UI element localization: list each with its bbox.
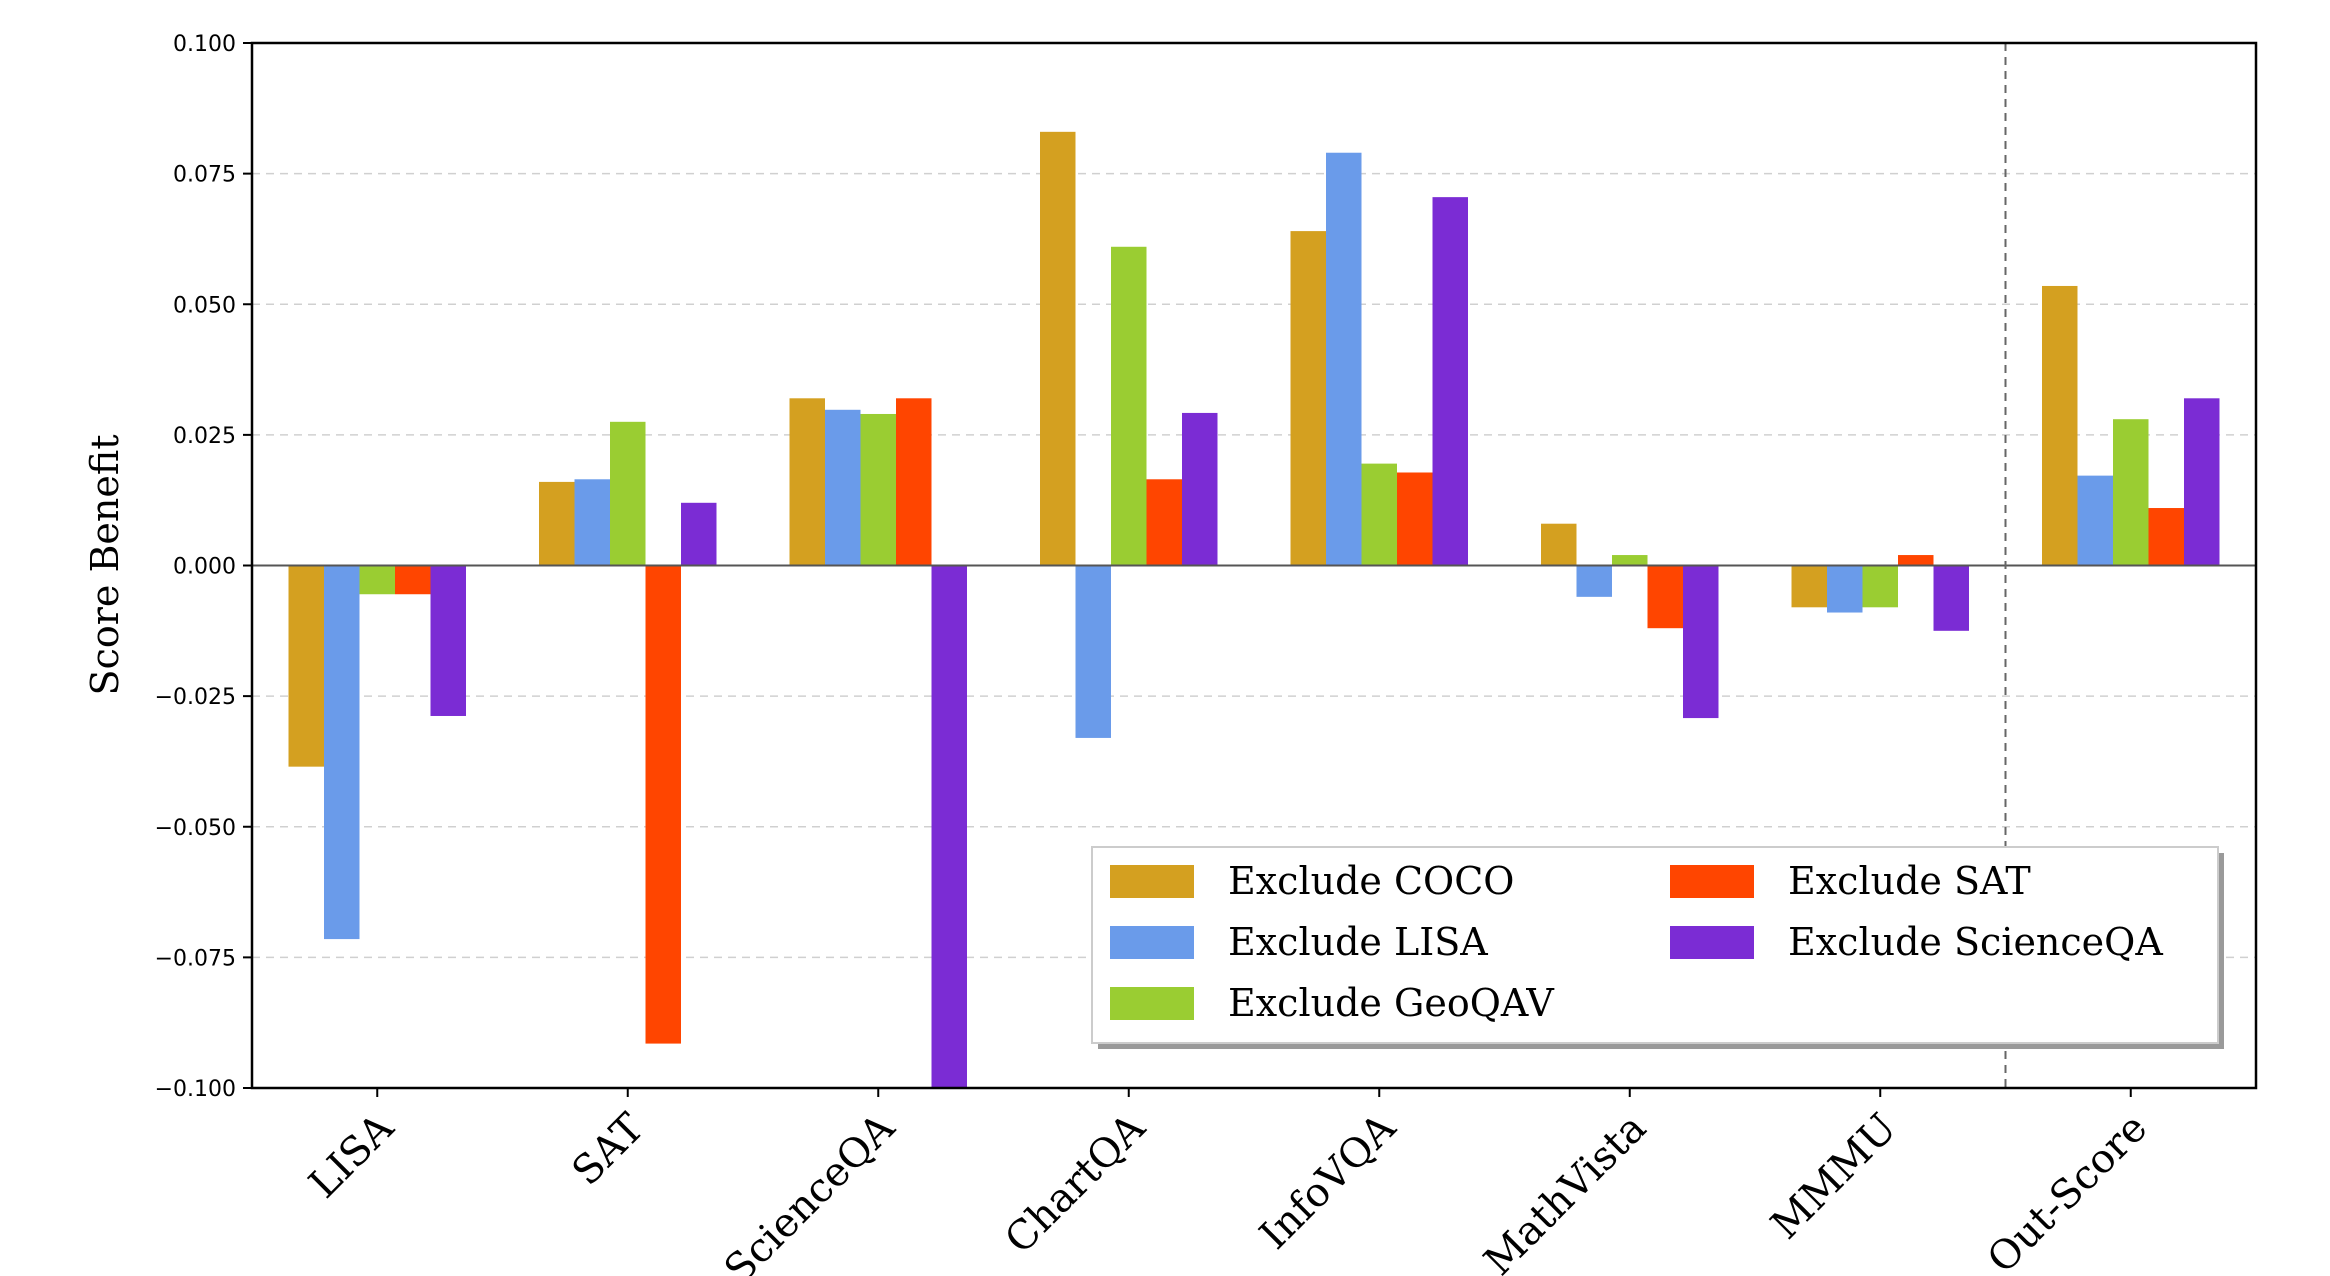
bar-scienceqa-exclude-coco xyxy=(789,398,825,566)
legend-label: Exclude ScienceQA xyxy=(1788,920,2163,964)
y-tick-label: −0.025 xyxy=(155,685,236,710)
bar-out-score-exclude-coco xyxy=(2042,285,2078,566)
bar-out-score-exclude-geoqav xyxy=(2113,419,2149,566)
bar-sat-exclude-scienceqa xyxy=(681,502,717,566)
bar-infovqa-exclude-lisa xyxy=(1326,152,1362,566)
y-tick-label: 0.075 xyxy=(173,163,236,188)
x-tick-label: InfoVQA xyxy=(1251,1104,1405,1258)
legend-label: Exclude GeoQAV xyxy=(1228,981,1554,1025)
bar-mathvista-exclude-lisa xyxy=(1576,565,1612,597)
y-tick-label: −0.075 xyxy=(155,946,236,971)
bar-mathvista-exclude-scienceqa xyxy=(1683,565,1719,719)
bar-mathvista-exclude-sat xyxy=(1647,565,1683,629)
bar-out-score-exclude-lisa xyxy=(2077,475,2113,566)
x-tick-label: Out-Score xyxy=(1979,1105,2156,1276)
bar-chartqa-exclude-lisa xyxy=(1075,565,1111,738)
y-tick-label: 0.050 xyxy=(173,293,236,318)
bar-scienceqa-exclude-lisa xyxy=(825,409,861,566)
bar-lisa-exclude-sat xyxy=(395,565,431,595)
legend: Exclude COCO Exclude LISA Exclude GeoQAV Ex… xyxy=(1091,846,2224,1049)
bar-mmmu-exclude-sat xyxy=(1898,555,1934,566)
bar-scienceqa-exclude-scienceqa xyxy=(931,565,967,1088)
bar-chartqa-exclude-scienceqa xyxy=(1182,412,1218,566)
x-axis: LISA SAT ScienceQA ChartQA InfoVQA MathVista M… xyxy=(300,1088,2156,1276)
bar-sat-exclude-sat xyxy=(645,565,681,1044)
bar-infovqa-exclude-scienceqa xyxy=(1432,197,1468,566)
bar-lisa-exclude-lisa xyxy=(324,565,360,940)
bar-mmmu-exclude-coco xyxy=(1791,565,1827,608)
y-tick-label: 0.025 xyxy=(173,424,236,449)
bar-lisa-exclude-scienceqa xyxy=(430,565,466,716)
legend-box xyxy=(1091,846,2219,1044)
legend-label: Exclude LISA xyxy=(1228,920,1488,964)
bar-out-score-exclude-scienceqa xyxy=(2184,398,2220,566)
bar-mathvista-exclude-coco xyxy=(1541,523,1577,566)
legend-label: Exclude COCO xyxy=(1228,859,1514,903)
x-tick-label: SAT xyxy=(564,1105,654,1195)
bars-layer xyxy=(288,131,2220,1088)
bar-out-score-exclude-sat xyxy=(2148,508,2184,566)
bar-sat-exclude-lisa xyxy=(574,479,610,566)
legend-swatch xyxy=(1670,926,1754,959)
x-tick-label: ScienceQA xyxy=(716,1104,905,1276)
x-tick-label: ChartQA xyxy=(996,1104,1155,1263)
bar-infovqa-exclude-coco xyxy=(1290,231,1326,566)
legend-swatch xyxy=(1110,987,1194,1020)
bar-chartqa-exclude-geoqav xyxy=(1111,246,1147,566)
x-tick-label: MathVista xyxy=(1476,1105,1656,1276)
legend-swatch xyxy=(1110,865,1194,898)
legend-label: Exclude SAT xyxy=(1788,859,2031,903)
y-tick-label: −0.050 xyxy=(155,816,236,841)
y-tick-label: −0.100 xyxy=(155,1077,236,1102)
bar-chartqa-exclude-sat xyxy=(1146,479,1182,566)
bar-mathvista-exclude-geoqav xyxy=(1612,555,1648,566)
legend-swatch xyxy=(1670,865,1754,898)
bar-sat-exclude-coco xyxy=(539,481,575,566)
bar-scienceqa-exclude-geoqav xyxy=(860,413,896,566)
y-axis: 0.100 0.075 0.050 0.025 0.000 −0.025 −0.050 −0.… xyxy=(155,32,252,1102)
x-tick-label: LISA xyxy=(300,1104,403,1207)
bar-mmmu-exclude-lisa xyxy=(1827,565,1863,613)
y-axis-title: Score Benefit xyxy=(83,435,127,696)
bar-mmmu-exclude-geoqav xyxy=(1862,565,1898,608)
bar-chartqa-exclude-coco xyxy=(1040,131,1076,566)
bar-infovqa-exclude-geoqav xyxy=(1361,463,1397,566)
y-tick-label: 0.000 xyxy=(173,555,236,580)
y-tick-label: 0.100 xyxy=(173,32,236,57)
bar-lisa-exclude-geoqav xyxy=(359,565,395,595)
bar-mmmu-exclude-scienceqa xyxy=(1933,565,1969,631)
bar-lisa-exclude-coco xyxy=(288,565,324,767)
legend-swatch xyxy=(1110,926,1194,959)
x-tick-label: MMMU xyxy=(1762,1105,1905,1248)
bar-scienceqa-exclude-sat xyxy=(896,398,932,566)
bar-sat-exclude-geoqav xyxy=(610,421,646,566)
bar-infovqa-exclude-sat xyxy=(1397,472,1433,566)
